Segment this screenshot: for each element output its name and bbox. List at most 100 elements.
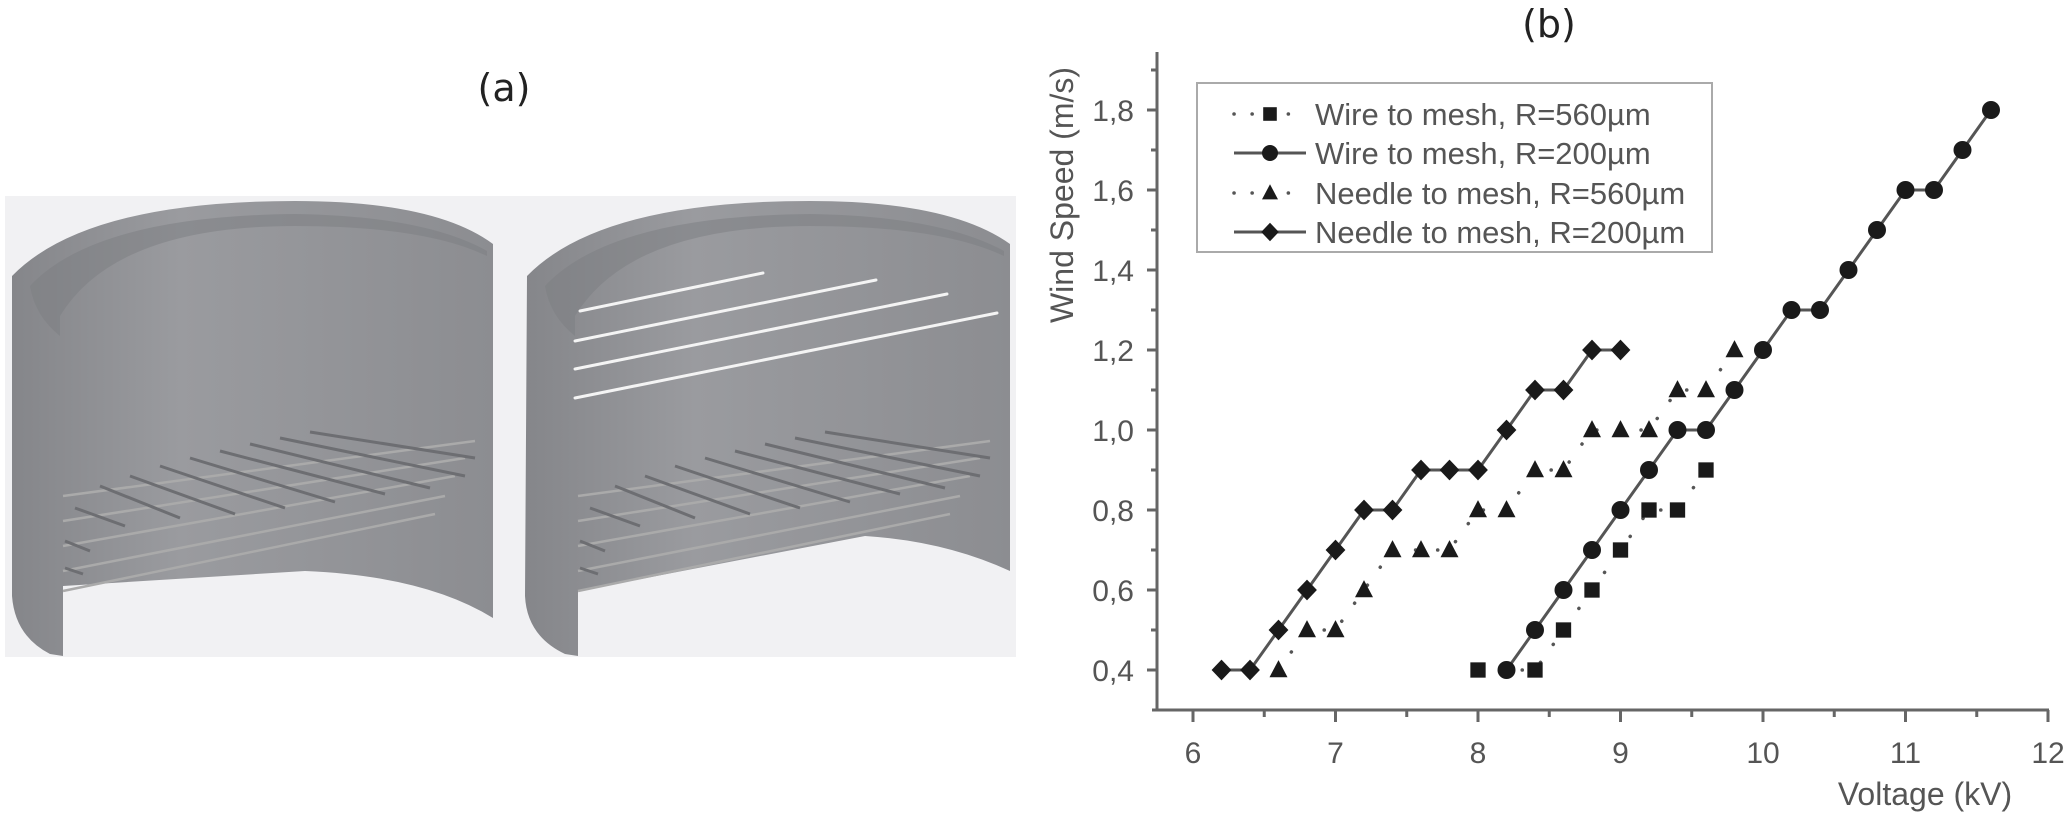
data-point-diamond	[1240, 659, 1260, 681]
data-point-circle	[1811, 301, 1829, 319]
data-point-diamond	[1297, 579, 1317, 601]
data-series	[1211, 101, 2000, 681]
y-tick-label: 1,6	[1092, 175, 1134, 208]
data-point-diamond	[1525, 379, 1545, 401]
x-tick-label: 6	[1185, 737, 1202, 770]
x-tick-label: 8	[1470, 737, 1487, 770]
data-point-triangle	[1298, 620, 1316, 638]
needle-array	[71, 259, 457, 480]
data-point-diamond	[1553, 379, 1574, 401]
panel-label-b: (b)	[1522, 2, 1576, 46]
data-point-circle	[1697, 421, 1715, 439]
data-point-triangle	[1697, 380, 1715, 398]
data-point-triangle	[1497, 500, 1516, 518]
data-point-triangle	[1526, 460, 1544, 478]
data-point-circle	[1668, 421, 1687, 439]
data-point-circle	[1583, 541, 1601, 559]
data-point-diamond	[1268, 619, 1289, 641]
data-point-triangle	[1640, 420, 1658, 438]
data-point-circle	[1896, 181, 1915, 199]
data-point-circle	[1497, 661, 1516, 679]
x-tick-label: 12	[2031, 737, 2064, 770]
data-point-diamond	[1496, 419, 1517, 441]
y-tick-label: 0,8	[1092, 495, 1134, 528]
mesh-grid-left	[62, 430, 476, 593]
data-point-square	[1641, 502, 1657, 518]
data-point-diamond	[1354, 499, 1374, 521]
x-tick-label: 10	[1746, 737, 1779, 770]
data-point-circle	[1782, 301, 1801, 319]
data-point-circle	[1640, 461, 1658, 479]
legend-item: Needle to mesh, R=200µm	[1234, 215, 1685, 250]
data-point-triangle	[1383, 540, 1402, 558]
data-point-diamond	[1325, 539, 1346, 561]
y-tick-label: 1,8	[1092, 95, 1134, 128]
data-point-diamond	[1610, 339, 1631, 361]
x-axis-ticks: 6 7 8 9 10 11 12	[1185, 710, 2065, 770]
data-point-circle	[1839, 261, 1858, 279]
legend-marker-diamond	[1261, 222, 1279, 242]
data-point-triangle	[1469, 500, 1487, 518]
data-point-circle	[1925, 181, 1943, 199]
data-point-triangle	[1611, 420, 1630, 438]
data-point-diamond	[1211, 659, 1232, 681]
data-point-square	[1698, 462, 1714, 478]
needle-to-mesh-cylinder	[12, 201, 493, 656]
x-tick-label: 9	[1612, 737, 1629, 770]
data-point-triangle	[1668, 380, 1687, 398]
data-point-square	[1470, 662, 1486, 678]
data-point-circle	[1725, 381, 1744, 399]
y-axis-title: Wind Speed (m/s)	[1044, 67, 1080, 323]
data-point-circle	[1754, 341, 1772, 359]
data-point-square	[1555, 622, 1572, 638]
data-point-triangle	[1440, 540, 1459, 558]
y-axis-ticks: 0,4 0,6 0,8 1,0 1,2 1,4 1,6 1,8	[1092, 68, 1157, 688]
data-point-circle	[1554, 581, 1573, 599]
series-square	[1470, 462, 1714, 678]
data-point-circle	[1611, 501, 1630, 519]
panel-label-a: (a)	[477, 66, 531, 110]
x-tick-label: 7	[1327, 737, 1344, 770]
electrode-illustration	[5, 196, 1016, 657]
x-axis-title: Voltage (kV)	[1838, 776, 2012, 812]
wire-array	[573, 271, 999, 400]
data-point-triangle	[1412, 540, 1430, 558]
legend-label: Needle to mesh, R=560µm	[1315, 176, 1685, 211]
data-point-square	[1527, 662, 1543, 678]
series-diamond	[1211, 339, 1631, 681]
legend-box	[1196, 82, 1713, 253]
data-point-square	[1612, 542, 1629, 558]
mesh-grid-right	[577, 430, 991, 593]
legend-marker-triangle	[1262, 184, 1278, 200]
series-triangle	[1269, 340, 1744, 678]
data-point-diamond	[1382, 499, 1403, 521]
data-point-diamond	[1582, 339, 1602, 361]
data-point-triangle	[1269, 660, 1288, 678]
wire-to-mesh-cylinder	[525, 201, 1010, 656]
legend: Wire to mesh, R=560µm Wire to mesh, R=200…	[1196, 82, 1713, 253]
legend-item: Wire to mesh, R=560µm	[1232, 97, 1651, 132]
data-point-triangle	[1326, 620, 1345, 638]
y-tick-label: 0,4	[1092, 655, 1134, 688]
data-point-triangle	[1725, 340, 1744, 358]
data-point-square	[1669, 502, 1686, 518]
data-point-diamond	[1439, 459, 1460, 481]
legend-item: Needle to mesh, R=560µm	[1232, 176, 1685, 211]
x-tick-label: 11	[1890, 737, 1921, 770]
y-tick-label: 1,2	[1092, 335, 1134, 368]
data-point-diamond	[1468, 459, 1488, 481]
legend-item: Wire to mesh, R=200µm	[1234, 136, 1651, 171]
y-tick-label: 1,4	[1092, 255, 1134, 288]
data-point-circle	[1868, 221, 1886, 239]
data-point-diamond	[1411, 459, 1431, 481]
legend-marker-square	[1263, 107, 1277, 121]
legend-label: Needle to mesh, R=200µm	[1315, 215, 1685, 250]
data-point-triangle	[1583, 420, 1601, 438]
legend-marker-circle	[1262, 145, 1278, 161]
data-point-circle	[1526, 621, 1544, 639]
series-circle	[1497, 101, 2000, 679]
legend-label: Wire to mesh, R=560µm	[1315, 97, 1651, 132]
legend-label: Wire to mesh, R=200µm	[1315, 136, 1651, 171]
data-point-triangle	[1355, 580, 1373, 598]
